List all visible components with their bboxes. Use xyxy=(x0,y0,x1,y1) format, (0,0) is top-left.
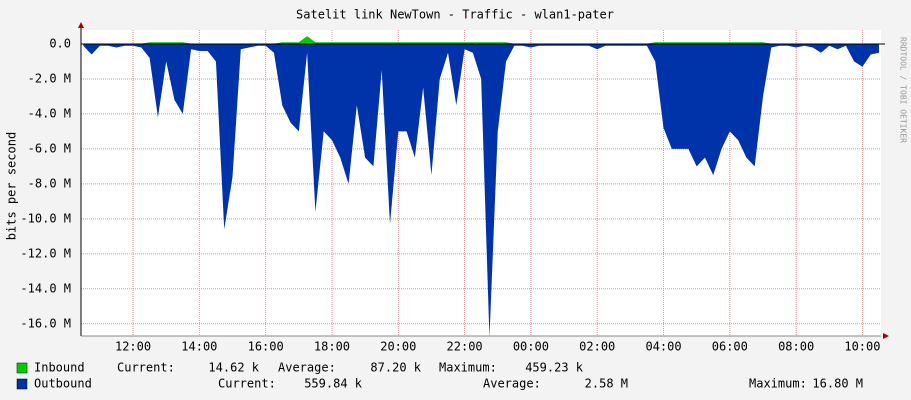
legend-stat-label: Average: xyxy=(483,377,541,391)
y-tick-label: -14.0 M xyxy=(20,281,71,295)
legend-stat-value: 459.23 k xyxy=(525,361,584,375)
x-tick-label: 16:00 xyxy=(248,340,284,354)
legend-swatch xyxy=(16,362,28,374)
legend-label: Inbound xyxy=(34,361,85,375)
legend-stat-value: 87.20 k xyxy=(370,361,421,375)
axes: 0.0 -2.0 M -4.0 M -6.0 M -8.0 M -10.0 M -12.0 … xyxy=(20,22,889,354)
legend-stat-value: 14.62 k xyxy=(208,361,259,375)
x-tick-label: 08:00 xyxy=(778,340,814,354)
legend-stat-value: 559.84 k xyxy=(304,377,363,391)
legend-stat-label: Maximum: xyxy=(439,361,497,375)
y-tick-label: -8.0 M xyxy=(28,176,71,190)
x-axis-arrow xyxy=(883,333,889,339)
legend-label: Outbound xyxy=(34,377,92,391)
legend-swatch xyxy=(16,378,28,390)
legend-stat-label: Current: xyxy=(218,377,276,391)
y-tick-label: 0.0 xyxy=(49,36,71,50)
watermark: RRDTOOL / TOBI OETIKER xyxy=(899,37,908,143)
x-tick-label: 14:00 xyxy=(181,340,217,354)
legend-stat-value: 2.58 M xyxy=(585,377,628,391)
legend-stat-value: 16.80 M xyxy=(812,377,863,391)
y-axis-label: bits per second xyxy=(5,132,19,240)
x-tick-label: 18:00 xyxy=(314,340,350,354)
x-tick-label: 06:00 xyxy=(712,340,748,354)
y-tick-label: -6.0 M xyxy=(28,141,71,155)
area-inbound xyxy=(83,36,880,44)
x-tick-label: 02:00 xyxy=(579,340,615,354)
chart-title: Satelit link NewTown - Traffic - wlan1-p… xyxy=(296,8,614,22)
legend-stat-label: Average: xyxy=(278,361,336,375)
y-tick-label: -16.0 M xyxy=(20,316,71,330)
x-tick-label: 12:00 xyxy=(115,340,151,354)
areas xyxy=(83,36,880,336)
x-tick-label: 00:00 xyxy=(513,340,549,354)
legend-stat-label: Maximum: xyxy=(749,377,807,391)
legend-stat-label: Current: xyxy=(117,361,175,375)
y-tick-label: -2.0 M xyxy=(28,71,71,85)
y-tick-label: -4.0 M xyxy=(28,106,71,120)
y-tick-label: -12.0 M xyxy=(20,246,71,260)
x-tick-label: 10:00 xyxy=(844,340,880,354)
y-tick-label: -10.0 M xyxy=(20,211,71,225)
x-tick-label: 04:00 xyxy=(645,340,681,354)
x-tick-label: 22:00 xyxy=(447,340,483,354)
legend: Inbound Current: 14.62 k Average: 87.20 k Max… xyxy=(16,361,863,391)
area-outbound xyxy=(83,43,880,336)
x-tick-label: 20:00 xyxy=(380,340,416,354)
grid xyxy=(81,30,881,336)
y-axis-arrow xyxy=(78,22,84,28)
